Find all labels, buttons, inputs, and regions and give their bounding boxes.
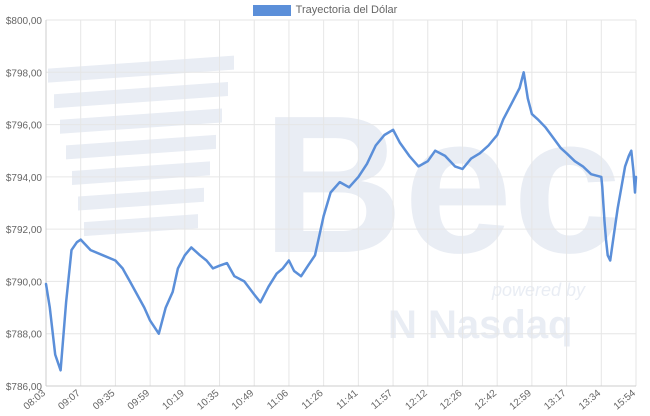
x-tick-label: 10:19 — [161, 388, 188, 413]
legend-item[interactable]: Trayectoria del Dólar — [252, 4, 398, 16]
x-tick-label: 09:07 — [56, 388, 83, 413]
y-tick-label: $790,00 — [6, 277, 43, 288]
x-tick-label: 10:49 — [230, 388, 257, 413]
x-tick-label: 11:06 — [265, 388, 291, 412]
watermark-stripe — [60, 108, 222, 134]
watermark-brand: Bec — [262, 75, 622, 294]
x-tick-label: 15:54 — [612, 388, 639, 413]
watermark-stripe — [48, 55, 234, 83]
x-tick-label: 11:41 — [335, 388, 361, 412]
y-tick-label: $792,00 — [6, 225, 43, 236]
y-tick-label: $788,00 — [6, 330, 43, 341]
x-tick-label: 12:12 — [403, 388, 430, 413]
watermark-stripe — [84, 214, 198, 237]
y-tick-label: $796,00 — [6, 121, 43, 132]
watermark-powered-by: powered by — [491, 280, 586, 300]
x-tick-label: 12:42 — [473, 388, 500, 413]
chart-legend: Trayectoria del Dólar — [0, 4, 650, 19]
x-tick-label: 11:26 — [300, 388, 326, 412]
x-tick-label: 10:35 — [195, 388, 222, 413]
watermark-stripe — [54, 82, 228, 109]
x-tick-label: 13:17 — [542, 388, 569, 413]
watermark-stripe — [78, 187, 204, 211]
y-tick-label: $786,00 — [6, 382, 43, 393]
y-tick-label: $794,00 — [6, 173, 43, 184]
legend-label: Trayectoria del Dólar — [295, 4, 398, 16]
watermark-logo — [48, 55, 234, 237]
y-tick-label: $798,00 — [6, 68, 43, 79]
x-tick-label: 09:59 — [126, 388, 153, 413]
watermark-partner: N Nasdaq — [388, 303, 573, 347]
legend-swatch — [252, 4, 291, 16]
x-tick-label: 09:35 — [91, 388, 118, 413]
x-tick-label: 13:34 — [577, 388, 604, 413]
x-tick-label: 12:59 — [508, 388, 535, 413]
x-tick-label: 11:57 — [369, 388, 395, 412]
x-tick-label: 12:26 — [438, 388, 465, 413]
series-line — [44, 71, 638, 372]
watermark-stripe — [66, 134, 216, 160]
watermark-stripe — [72, 161, 210, 185]
y-tick-label: $800,00 — [6, 16, 43, 27]
